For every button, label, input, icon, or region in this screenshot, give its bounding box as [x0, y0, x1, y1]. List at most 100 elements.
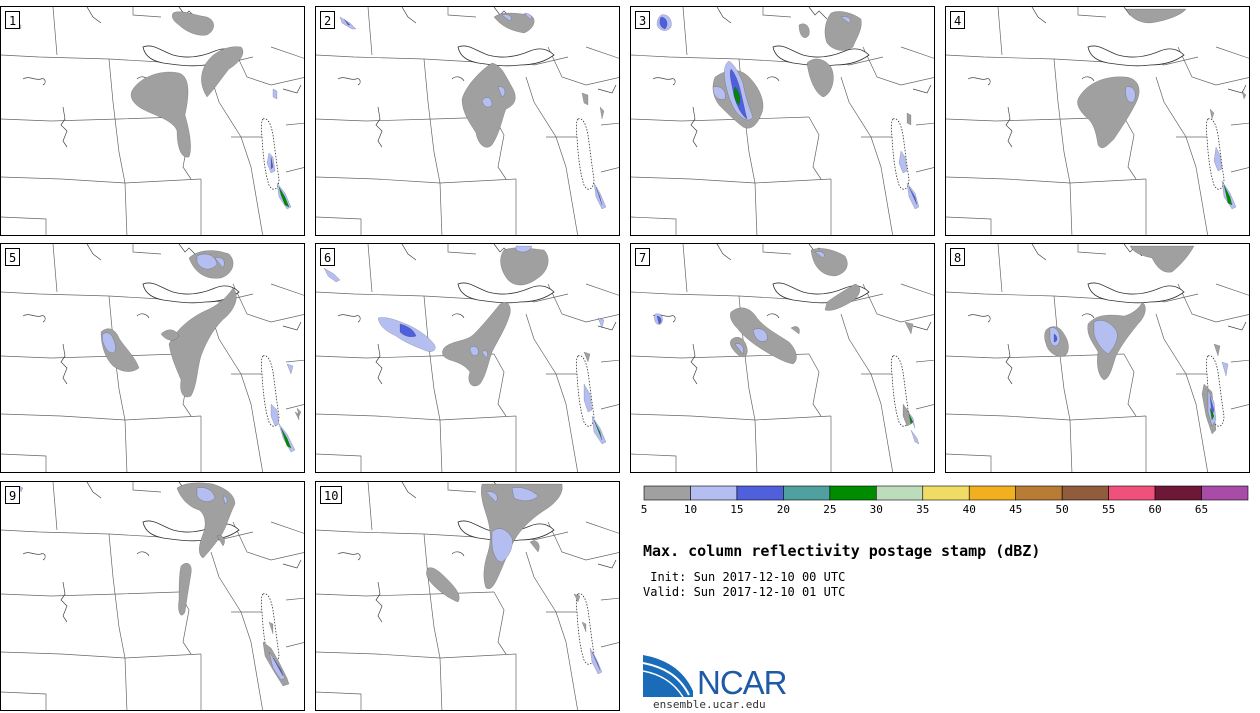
- state-boundary: [997, 7, 1003, 56]
- coastline: [86, 482, 102, 499]
- reflectivity-area: [1213, 146, 1223, 172]
- reflectivity-area: [491, 528, 513, 563]
- coastline: [716, 244, 732, 261]
- coastline: [401, 482, 417, 499]
- member-panel-4: 4: [945, 6, 1250, 236]
- member-map-8: [946, 244, 1249, 472]
- coastline: [86, 244, 102, 261]
- state-boundary: [915, 167, 934, 173]
- coastline: [716, 7, 732, 24]
- state-boundary: [525, 551, 567, 643]
- state-boundary: [1177, 46, 1249, 86]
- member-map-1: [1, 7, 304, 235]
- state-boundary: [439, 653, 517, 659]
- reflectivity-area: [515, 245, 533, 253]
- colorbar-swatch: [690, 485, 738, 501]
- logo-url: ensemble.ucar.edu: [653, 698, 766, 711]
- colorbar-tick-label: 45: [1009, 503, 1023, 516]
- state-boundary: [1, 116, 180, 122]
- state-boundary: [232, 521, 304, 561]
- state-boundary: [748, 151, 758, 235]
- coastline: [1005, 106, 1013, 148]
- member-panel-2: 2: [315, 6, 620, 236]
- reflectivity-area: [1129, 245, 1195, 273]
- coastline: [22, 552, 46, 561]
- state-boundary: [1, 353, 180, 359]
- coastline: [1005, 343, 1013, 385]
- state-boundary: [250, 641, 264, 710]
- member-label: 8: [950, 248, 966, 266]
- state-boundary: [108, 58, 120, 153]
- reflectivity-area: [734, 343, 744, 355]
- colorbar-tick-label: 55: [1101, 503, 1116, 516]
- reflectivity-area: [908, 413, 914, 425]
- reflectivity-area: [840, 16, 851, 24]
- lake-superior: [457, 520, 555, 542]
- state-boundary: [1123, 353, 1137, 417]
- member-panel-6: 6: [315, 243, 620, 473]
- state-boundary: [433, 388, 443, 472]
- member-map-6: [316, 244, 619, 472]
- reflectivity-area: [1053, 333, 1058, 343]
- state-boundary: [1123, 116, 1137, 180]
- coastline: [451, 76, 465, 82]
- state-boundary: [840, 76, 882, 168]
- state-boundary: [1230, 167, 1249, 173]
- reflectivity-area: [196, 253, 218, 270]
- member-map-2: [316, 7, 619, 235]
- lake-superior: [457, 282, 555, 304]
- coastline: [136, 551, 150, 557]
- state-boundary: [316, 413, 441, 421]
- reflectivity-area: [278, 186, 290, 208]
- state-boundary: [631, 116, 810, 122]
- state-boundary: [316, 216, 362, 235]
- reflectivity-area: [222, 495, 228, 505]
- member-panel-3: 3: [630, 6, 935, 236]
- logo-wordmark: NCAR: [697, 664, 788, 701]
- reflectivity-area: [523, 12, 532, 20]
- reflectivity-area: [597, 317, 605, 329]
- coastline: [912, 321, 932, 331]
- state-boundary: [808, 116, 822, 180]
- state-boundary: [118, 151, 128, 235]
- member-label: 2: [320, 11, 336, 29]
- state-boundary: [439, 178, 517, 184]
- reflectivity-area: [481, 97, 493, 108]
- coastline: [22, 77, 46, 86]
- reflectivity-area: [581, 621, 587, 633]
- coastline: [401, 244, 417, 261]
- lake-superior: [142, 282, 240, 304]
- state-boundary: [1155, 313, 1197, 405]
- coastline: [282, 559, 302, 569]
- coastline: [178, 244, 198, 257]
- colorbar-swatch: [783, 485, 831, 501]
- state-boundary: [631, 291, 792, 300]
- coastline: [808, 7, 828, 20]
- reflectivity-area: [1209, 108, 1215, 120]
- reflectivity-area: [214, 257, 225, 269]
- coastline: [60, 581, 68, 623]
- colorbar-swatch: [922, 485, 970, 501]
- colorbar-swatch: [829, 485, 877, 501]
- reflectivity-area: [442, 302, 511, 387]
- colorbar-tick-label: 60: [1148, 503, 1162, 516]
- state-boundary: [547, 283, 619, 323]
- state-boundary: [433, 151, 443, 235]
- init-time: Init: Sun 2017-12-10 00 UTC: [643, 570, 846, 584]
- state-boundary: [439, 415, 517, 421]
- reflectivity-area: [1093, 320, 1118, 355]
- state-boundary: [880, 166, 894, 235]
- reflectivity-area: [599, 106, 605, 120]
- state-boundary: [108, 533, 120, 628]
- reflectivity-area: [529, 540, 540, 553]
- state-boundary: [210, 313, 252, 405]
- reflectivity-area: [908, 186, 918, 206]
- state-boundary: [52, 244, 58, 293]
- reflectivity-area: [130, 71, 191, 158]
- state-boundary: [525, 76, 567, 168]
- coastline: [967, 77, 991, 86]
- reflectivity-area: [659, 16, 668, 30]
- state-boundary: [840, 313, 882, 405]
- coastline: [451, 313, 465, 319]
- state-boundary: [762, 7, 792, 18]
